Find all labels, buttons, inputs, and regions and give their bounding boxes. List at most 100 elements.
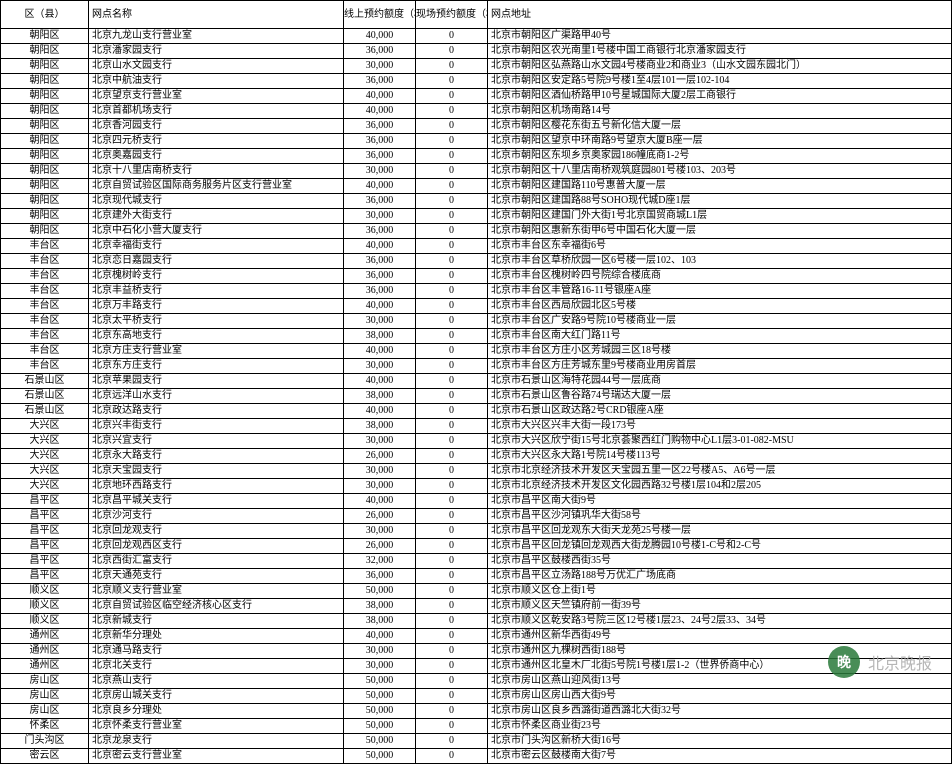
cell-district: 朝阳区 xyxy=(1,209,89,224)
table-row: 顺义区北京顺义支行营业室50,0000北京市顺义区仓上街1号 xyxy=(1,584,952,599)
cell-onsite: 0 xyxy=(416,494,488,509)
cell-district: 大兴区 xyxy=(1,464,89,479)
cell-online: 40,000 xyxy=(344,629,416,644)
table-body: 朝阳区北京九龙山支行营业室40,0000北京市朝阳区广渠路甲40号朝阳区北京潘家… xyxy=(1,29,952,764)
cell-address: 北京市丰台区东幸福街6号 xyxy=(488,239,952,254)
cell-branch: 北京方庄支行营业室 xyxy=(89,344,344,359)
cell-online: 30,000 xyxy=(344,464,416,479)
table-row: 朝阳区北京香河园支行36,0000北京市朝阳区樱花东街五号新化信大厦一层 xyxy=(1,119,952,134)
cell-district: 朝阳区 xyxy=(1,224,89,239)
table-row: 昌平区北京回龙观支行30,0000北京市昌平区回龙观东大街天龙苑25号楼一层 xyxy=(1,524,952,539)
cell-district: 朝阳区 xyxy=(1,104,89,119)
cell-online: 50,000 xyxy=(344,749,416,764)
cell-online: 40,000 xyxy=(344,89,416,104)
table-row: 朝阳区北京望京支行营业室40,0000北京市朝阳区酒仙桥路甲10号星城国际大厦2… xyxy=(1,89,952,104)
cell-branch: 北京香河园支行 xyxy=(89,119,344,134)
cell-onsite: 0 xyxy=(416,374,488,389)
header-branch: 网点名称 xyxy=(89,1,344,29)
cell-branch: 北京十八里店南桥支行 xyxy=(89,164,344,179)
cell-address: 北京市丰台区草桥欣园一区6号楼一层102、103 xyxy=(488,254,952,269)
table-row: 大兴区北京天宝园支行30,0000北京市北京经济技术开发区天宝园五里一区22号楼… xyxy=(1,464,952,479)
cell-online: 30,000 xyxy=(344,479,416,494)
table-row: 怀柔区北京怀柔支行营业室50,0000北京市怀柔区商业街23号 xyxy=(1,719,952,734)
cell-online: 40,000 xyxy=(344,404,416,419)
cell-onsite: 0 xyxy=(416,659,488,674)
cell-address: 北京市顺义区天竺镇府前一街39号 xyxy=(488,599,952,614)
cell-branch: 北京丰益桥支行 xyxy=(89,284,344,299)
cell-onsite: 0 xyxy=(416,479,488,494)
cell-district: 石景山区 xyxy=(1,374,89,389)
table-row: 朝阳区北京现代城支行36,0000北京市朝阳区建国路88号SOHO现代城D座1层 xyxy=(1,194,952,209)
cell-address: 北京市门头沟区新桥大街16号 xyxy=(488,734,952,749)
cell-onsite: 0 xyxy=(416,569,488,584)
cell-branch: 北京密云支行营业室 xyxy=(89,749,344,764)
cell-district: 丰台区 xyxy=(1,299,89,314)
cell-address: 北京市石景山区海特花园44号一层底商 xyxy=(488,374,952,389)
cell-district: 大兴区 xyxy=(1,449,89,464)
cell-online: 30,000 xyxy=(344,164,416,179)
header-address: 网点地址 xyxy=(488,1,952,29)
cell-online: 40,000 xyxy=(344,299,416,314)
table-row: 房山区北京房山城关支行50,0000北京市房山区房山西大街9号 xyxy=(1,689,952,704)
cell-branch: 北京回龙观西区支行 xyxy=(89,539,344,554)
cell-branch: 北京东高地支行 xyxy=(89,329,344,344)
cell-onsite: 0 xyxy=(416,224,488,239)
cell-branch: 北京地环西路支行 xyxy=(89,479,344,494)
cell-branch: 北京恋日嘉园支行 xyxy=(89,254,344,269)
cell-onsite: 0 xyxy=(416,449,488,464)
cell-branch: 北京兴宜支行 xyxy=(89,434,344,449)
cell-onsite: 0 xyxy=(416,704,488,719)
table-row: 房山区北京燕山支行50,0000北京市房山区燕山迎风街13号 xyxy=(1,674,952,689)
cell-address: 北京市朝阳区望京中环南路9号望京大厦B座一层 xyxy=(488,134,952,149)
cell-online: 38,000 xyxy=(344,614,416,629)
cell-branch: 北京政达路支行 xyxy=(89,404,344,419)
cell-online: 50,000 xyxy=(344,674,416,689)
cell-branch: 北京潘家园支行 xyxy=(89,44,344,59)
cell-branch: 北京槐树岭支行 xyxy=(89,269,344,284)
cell-online: 36,000 xyxy=(344,224,416,239)
cell-online: 38,000 xyxy=(344,599,416,614)
cell-district: 顺义区 xyxy=(1,614,89,629)
cell-branch: 北京龙泉支行 xyxy=(89,734,344,749)
cell-address: 北京市昌平区鼓楼西街35号 xyxy=(488,554,952,569)
cell-onsite: 0 xyxy=(416,164,488,179)
cell-district: 昌平区 xyxy=(1,554,89,569)
cell-onsite: 0 xyxy=(416,674,488,689)
table-row: 大兴区北京兴宜支行30,0000北京市大兴区欣宁街15号北京荟聚西红门购物中心L… xyxy=(1,434,952,449)
cell-online: 36,000 xyxy=(344,74,416,89)
cell-branch: 北京燕山支行 xyxy=(89,674,344,689)
table-row: 丰台区北京恋日嘉园支行36,0000北京市丰台区草桥欣园一区6号楼一层102、1… xyxy=(1,254,952,269)
table-row: 朝阳区北京首都机场支行40,0000北京市朝阳区机场南路14号 xyxy=(1,104,952,119)
cell-branch: 北京怀柔支行营业室 xyxy=(89,719,344,734)
cell-online: 36,000 xyxy=(344,569,416,584)
cell-address: 北京市昌平区沙河镇巩华大街58号 xyxy=(488,509,952,524)
cell-branch: 北京天通苑支行 xyxy=(89,569,344,584)
cell-onsite: 0 xyxy=(416,269,488,284)
cell-district: 门头沟区 xyxy=(1,734,89,749)
cell-online: 30,000 xyxy=(344,359,416,374)
cell-onsite: 0 xyxy=(416,509,488,524)
cell-address: 北京市丰台区西局欣园北区5号楼 xyxy=(488,299,952,314)
cell-district: 石景山区 xyxy=(1,404,89,419)
cell-online: 26,000 xyxy=(344,539,416,554)
cell-address: 北京市朝阳区机场南路14号 xyxy=(488,104,952,119)
cell-address: 北京市朝阳区农光南里1号楼中国工商银行北京潘家园支行 xyxy=(488,44,952,59)
table-row: 朝阳区北京四元桥支行36,0000北京市朝阳区望京中环南路9号望京大厦B座一层 xyxy=(1,134,952,149)
cell-district: 房山区 xyxy=(1,674,89,689)
cell-branch: 北京沙河支行 xyxy=(89,509,344,524)
cell-onsite: 0 xyxy=(416,584,488,599)
cell-address: 北京市昌平区南大街9号 xyxy=(488,494,952,509)
table-row: 石景山区北京苹果园支行40,0000北京市石景山区海特花园44号一层底商 xyxy=(1,374,952,389)
cell-district: 大兴区 xyxy=(1,479,89,494)
cell-branch: 北京自贸试验区临空经济核心区支行 xyxy=(89,599,344,614)
table-row: 朝阳区北京中石化小营大厦支行36,0000北京市朝阳区惠新东街甲6号中国石化大厦… xyxy=(1,224,952,239)
watermark-logo: 晚 xyxy=(828,646,860,678)
cell-online: 40,000 xyxy=(344,104,416,119)
cell-address: 北京市怀柔区商业街23号 xyxy=(488,719,952,734)
table-row: 昌平区北京回龙观西区支行26,0000北京市昌平区回龙镇回龙观西大街龙腾园10号… xyxy=(1,539,952,554)
cell-address: 北京市朝阳区樱花东街五号新化信大厦一层 xyxy=(488,119,952,134)
cell-onsite: 0 xyxy=(416,389,488,404)
cell-branch: 北京兴丰街支行 xyxy=(89,419,344,434)
cell-address: 北京市房山区房山西大街9号 xyxy=(488,689,952,704)
cell-onsite: 0 xyxy=(416,644,488,659)
